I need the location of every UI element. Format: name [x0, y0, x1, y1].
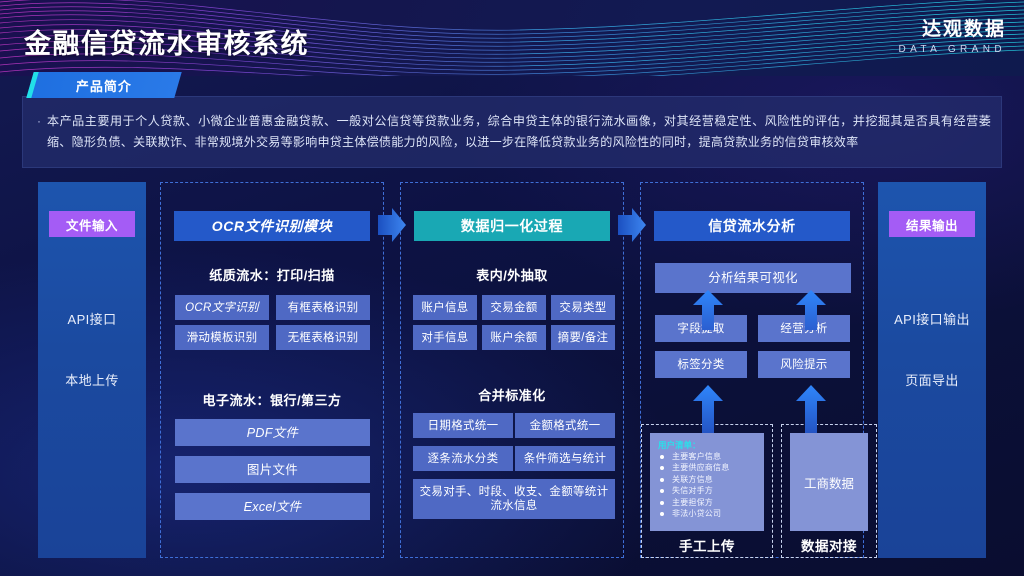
normalize-group1-title: 表内/外抽取	[476, 268, 548, 283]
ocr-cell-bordered-table[interactable]: 有框表格识别	[276, 295, 370, 320]
slide-header: 金融信贷流水审核系统 达观数据 DATA GRAND	[0, 0, 1024, 76]
file-input-column: 文件输入 API接口 本地上传	[38, 182, 146, 558]
ocr-cell-text-recognition[interactable]: OCR文字识别	[175, 295, 269, 320]
output-item-page-export: 页面导出	[905, 373, 959, 388]
brand-logo: 达观数据 DATA GRAND	[898, 14, 1006, 55]
data-connect-caption: 数据对接	[801, 539, 857, 554]
user-list: 主要客户信息 主要供应商信息 关联方信息 失信对手方 主要担保方 非法小贷公司	[658, 451, 729, 519]
ocr-cell-image-file[interactable]: 图片文件	[175, 456, 370, 483]
ocr-module-panel: OCR文件识别模块 纸质流水：打印/扫描 OCR文字识别 有框表格识别 滑动模板…	[160, 182, 384, 558]
file-input-pill: 文件输入	[49, 211, 135, 237]
normalize-cell-account-balance[interactable]: 账户余额	[482, 325, 546, 350]
data-connect-panel: 工商数据 数据对接	[781, 424, 877, 558]
arrow-up-field-to-visual-icon	[693, 290, 723, 330]
user-list-title: 用户清单：	[658, 440, 701, 450]
normalize-cell-statistics-summary[interactable]: 交易对手、时段、收支、金额等统计流水信息	[413, 479, 615, 519]
list-item: 关联方信息	[658, 474, 729, 485]
arrow-up-manual-upload-icon	[693, 385, 723, 433]
business-data-box[interactable]: 工商数据	[790, 433, 868, 531]
manual-upload-caption: 手工上传	[679, 539, 735, 554]
arrow-up-data-connect-icon	[796, 385, 826, 433]
business-data-label: 工商数据	[803, 476, 854, 491]
ocr-group2-title: 电子流水：银行/第三方	[202, 393, 342, 408]
analysis-module-panel: 信贷流水分析 分析结果可视化 字段提取 经营分析 标签分类 风险提示	[640, 182, 864, 558]
arrow-normalize-to-analysis-icon	[618, 208, 646, 242]
normalize-cell-transaction-type[interactable]: 交易类型	[551, 295, 615, 320]
workflow-diagram: 文件输入 API接口 本地上传 OCR文件识别模块 纸质流水：打印/扫描 OCR…	[0, 182, 1024, 570]
analysis-visual-result-box[interactable]: 分析结果可视化	[655, 263, 851, 293]
ocr-cell-borderless-table[interactable]: 无框表格识别	[276, 325, 370, 350]
manual-upload-panel: 用户清单： 主要客户信息 主要供应商信息 关联方信息 失信对手方 主要担保方 非…	[641, 424, 773, 558]
list-item: 主要供应商信息	[658, 462, 729, 473]
list-item: 非法小贷公司	[658, 508, 729, 519]
arrow-up-business-to-visual-icon	[796, 290, 826, 330]
description-text: 本产品主要用于个人贷款、小微企业普惠金融贷款、一般对公信贷等贷款业务，综合申贷主…	[47, 114, 991, 149]
header-wave-decoration	[0, 0, 1024, 76]
analysis-module-header: 信贷流水分析	[654, 211, 850, 241]
normalize-cell-account-info[interactable]: 账户信息	[413, 295, 477, 320]
output-item-api: API接口输出	[894, 312, 970, 327]
normalize-cell-counterparty-info[interactable]: 对手信息	[413, 325, 477, 350]
ocr-group1-title: 纸质流水：打印/扫描	[209, 268, 335, 283]
normalize-cell-summary-remarks[interactable]: 摘要/备注	[551, 325, 615, 350]
normalize-cell-transaction-amount[interactable]: 交易金额	[482, 295, 546, 320]
list-item: 主要担保方	[658, 497, 729, 508]
analysis-cell-risk-alert[interactable]: 风险提示	[758, 351, 850, 378]
analysis-cell-tag-classification[interactable]: 标签分类	[655, 351, 747, 378]
input-item-local-upload: 本地上传	[65, 373, 119, 388]
normalize-module-header: 数据归一化过程	[414, 211, 610, 241]
arrow-ocr-to-normalize-icon	[378, 208, 406, 242]
list-item: 失信对手方	[658, 485, 729, 496]
logo-chinese: 达观数据	[921, 19, 1006, 40]
section-banner: 产品简介	[26, 72, 182, 98]
user-list-box: 用户清单： 主要客户信息 主要供应商信息 关联方信息 失信对手方 主要担保方 非…	[650, 433, 764, 531]
ocr-module-header: OCR文件识别模块	[174, 211, 370, 241]
section-banner-label: 产品简介	[75, 78, 132, 94]
description-panel: · 本产品主要用于个人贷款、小微企业普惠金融贷款、一般对公信贷等贷款业务，综合申…	[22, 96, 1002, 168]
input-item-api: API接口	[67, 312, 117, 327]
normalize-cell-date-format[interactable]: 日期格式统一	[413, 413, 513, 438]
logo-english: DATA GRAND	[898, 44, 1006, 55]
normalize-cell-amount-format[interactable]: 金额格式统一	[515, 413, 615, 438]
bullet-icon: ·	[37, 114, 41, 128]
normalize-module-panel: 数据归一化过程 表内/外抽取 账户信息 交易金额 交易类型 对手信息 账户余额 …	[400, 182, 624, 558]
normalize-group2-title: 合并标准化	[478, 388, 546, 403]
normalize-cell-record-classification[interactable]: 逐条流水分类	[413, 446, 513, 471]
ocr-cell-pdf-file[interactable]: PDF文件	[175, 419, 370, 446]
list-item: 主要客户信息	[658, 451, 729, 462]
result-output-column: 结果输出 API接口输出 页面导出	[878, 182, 986, 558]
normalize-cell-filter-statistics[interactable]: 条件筛选与统计	[515, 446, 615, 471]
ocr-cell-excel-file[interactable]: Excel文件	[175, 493, 370, 520]
page-title: 金融信贷流水审核系统	[24, 29, 309, 59]
ocr-cell-sliding-template[interactable]: 滑动模板识别	[175, 325, 269, 350]
result-output-pill: 结果输出	[889, 211, 975, 237]
